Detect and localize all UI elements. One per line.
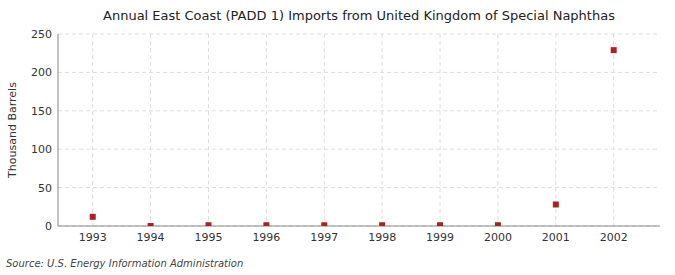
point (611, 47, 617, 53)
x-tick-label: 1998 (368, 231, 396, 244)
grid-line (324, 34, 325, 226)
x-tick-label: 2002 (600, 231, 628, 244)
grid-line (58, 149, 660, 150)
x-tick-label: 1999 (426, 231, 454, 244)
grid-line (382, 34, 383, 226)
y-axis-label: Thousand Barrels (6, 82, 19, 179)
y-tick-label: 150 (31, 105, 52, 118)
x-tick-label: 2001 (542, 231, 570, 244)
point (437, 222, 443, 226)
grid-line (497, 34, 498, 226)
x-tick-label: 1995 (195, 231, 223, 244)
points (90, 47, 617, 226)
x-tick-label: 1996 (252, 231, 280, 244)
grid-line (58, 187, 660, 188)
y-tick-label: 100 (31, 143, 52, 156)
title: Annual East Coast (PADD 1) Imports from … (103, 8, 615, 23)
y-tick-label: 50 (38, 182, 52, 195)
point (148, 223, 154, 226)
x-tick-label: 1997 (310, 231, 338, 244)
grid-line (58, 110, 660, 111)
grid-line (58, 34, 660, 35)
x-tick-label: 1994 (137, 231, 165, 244)
point (495, 222, 501, 226)
grid-line (440, 34, 441, 226)
point (206, 222, 212, 226)
grid-line (150, 34, 151, 226)
grid-line (613, 34, 614, 226)
point (321, 222, 327, 226)
point (553, 201, 559, 207)
point (263, 222, 269, 226)
grid-line (92, 34, 93, 226)
y-tick-label: 200 (31, 66, 52, 79)
grid-line (555, 34, 556, 226)
source: Source: U.S. Energy Information Administ… (6, 258, 243, 269)
grid-line (58, 72, 660, 73)
grid-line (208, 34, 209, 226)
point (90, 214, 96, 220)
point (379, 222, 385, 226)
y-axis (58, 34, 59, 226)
y-tick-label: 0 (45, 220, 52, 233)
grid-line (266, 34, 267, 226)
x-tick-label: 1993 (79, 231, 107, 244)
chart: 0 50 100 150 200 250 1993 1994 1995 1996 1997 1998 1… (0, 0, 675, 275)
y-tick-label: 250 (31, 28, 52, 41)
x-tick-label: 2000 (484, 231, 512, 244)
